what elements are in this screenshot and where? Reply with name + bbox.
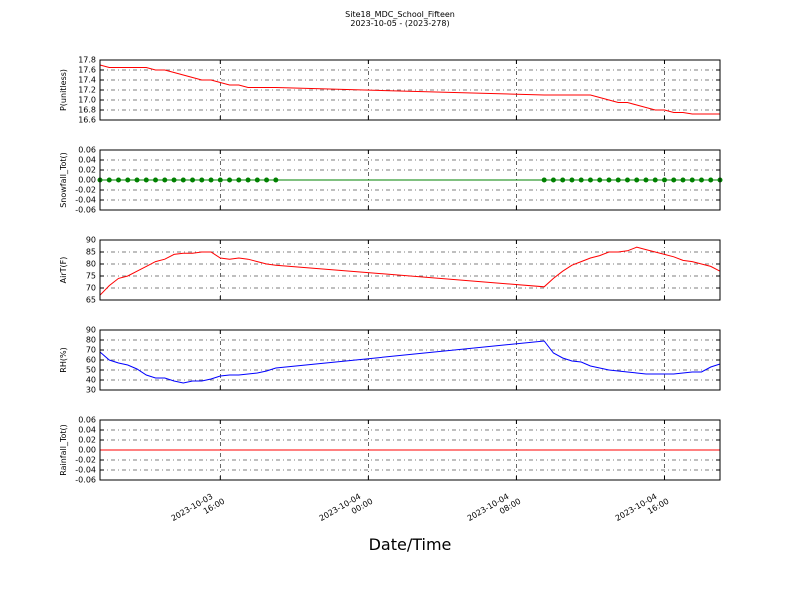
- y-tick-label: 30: [86, 386, 96, 395]
- data-point: [597, 177, 603, 183]
- data-point: [643, 177, 649, 183]
- data-point: [106, 177, 112, 183]
- data-point: [180, 177, 186, 183]
- y-tick-label: 17.4: [78, 76, 96, 85]
- y-tick-label: 70: [86, 284, 96, 293]
- y-tick-label: 85: [86, 248, 96, 257]
- data-point: [634, 177, 640, 183]
- data-point: [264, 177, 270, 183]
- y-tick-label: -0.04: [75, 196, 96, 205]
- data-line: [99, 340, 721, 384]
- y-tick-label: 50: [86, 366, 96, 375]
- data-point: [116, 177, 122, 183]
- y-tick-label: 17.8: [78, 56, 96, 65]
- y-tick-label: 17.2: [78, 86, 96, 95]
- data-point: [245, 177, 251, 183]
- y-axis-label: AirT(F): [59, 257, 68, 284]
- data-point: [125, 177, 131, 183]
- y-tick-label: 75: [86, 272, 96, 281]
- data-point: [227, 177, 233, 183]
- data-point: [273, 177, 279, 183]
- data-point: [587, 177, 593, 183]
- y-tick-label: 0.02: [78, 166, 96, 175]
- data-point: [560, 177, 566, 183]
- y-tick-label: 70: [86, 346, 96, 355]
- y-tick-label: -0.04: [75, 466, 96, 475]
- data-point: [134, 177, 140, 183]
- y-tick-label: 0.04: [78, 426, 96, 435]
- y-tick-label: 80: [86, 260, 96, 269]
- plot-frame: [99, 329, 721, 391]
- y-tick-label: 16.8: [78, 106, 96, 115]
- data-point: [199, 177, 205, 183]
- y-axis-label: RH(%): [59, 347, 68, 372]
- plot-frame: [99, 239, 721, 301]
- data-point: [671, 177, 677, 183]
- data-point: [680, 177, 686, 183]
- y-tick-label: 0.06: [78, 416, 96, 425]
- data-point: [661, 177, 667, 183]
- y-tick-label: 17.0: [78, 96, 96, 105]
- data-point: [578, 177, 584, 183]
- data-point: [606, 177, 612, 183]
- plot-frame: [99, 59, 721, 121]
- y-axis-label: Snowfall_Tot(): [59, 152, 68, 208]
- data-point: [153, 177, 159, 183]
- data-point: [698, 177, 704, 183]
- y-tick-label: 40: [86, 376, 96, 385]
- data-point: [143, 177, 149, 183]
- y-tick-label: 16.6: [78, 116, 96, 125]
- data-point: [689, 177, 695, 183]
- y-tick-label: 0.04: [78, 156, 96, 165]
- y-tick-label: 0.02: [78, 436, 96, 445]
- data-point: [162, 177, 168, 183]
- y-tick-label: 60: [86, 356, 96, 365]
- data-line: [99, 246, 721, 296]
- data-point: [708, 177, 714, 183]
- y-tick-label: -0.06: [75, 476, 96, 485]
- data-point: [541, 177, 547, 183]
- data-point: [624, 177, 630, 183]
- y-tick-label: 0.00: [78, 446, 96, 455]
- data-point: [217, 177, 223, 183]
- data-point: [569, 177, 575, 183]
- plot-frame: [99, 149, 721, 211]
- data-point: [652, 177, 658, 183]
- data-line: [99, 64, 720, 115]
- y-tick-label: 17.6: [78, 66, 96, 75]
- chart-subtitle: 2023-10-05 - (2023-278): [350, 19, 449, 28]
- y-axis-label: Rainfall_Tot(): [59, 424, 68, 476]
- data-point: [236, 177, 242, 183]
- y-tick-label: -0.02: [75, 186, 96, 195]
- y-tick-label: 0.06: [78, 146, 96, 155]
- y-tick-label: 80: [86, 336, 96, 345]
- y-tick-label: 90: [86, 326, 96, 335]
- data-point: [208, 177, 214, 183]
- chart-title: Site18_MDC_School_Fifteen: [345, 10, 455, 19]
- y-tick-label: 65: [86, 296, 96, 305]
- y-tick-label: 0.00: [78, 176, 96, 185]
- y-tick-label: 90: [86, 236, 96, 245]
- plot-frame: [99, 419, 721, 481]
- data-point: [190, 177, 196, 183]
- x-axis-label: Date/Time: [369, 535, 452, 554]
- y-tick-label: -0.06: [75, 206, 96, 215]
- data-point: [615, 177, 621, 183]
- y-axis-label: P(unitless): [59, 69, 68, 111]
- data-point: [171, 177, 177, 183]
- data-point: [254, 177, 260, 183]
- data-point: [550, 177, 556, 183]
- y-tick-label: -0.02: [75, 456, 96, 465]
